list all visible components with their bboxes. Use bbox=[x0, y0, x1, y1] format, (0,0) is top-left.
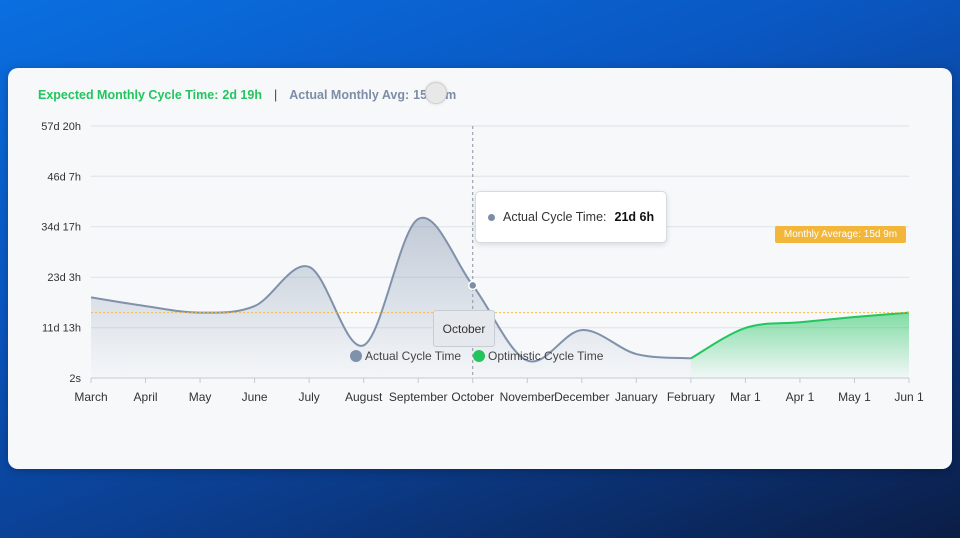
x-tick-label: Mar 1 bbox=[730, 390, 761, 404]
expected-cycle-label: Expected Monthly Cycle Time: bbox=[38, 88, 219, 102]
x-tick-label: September bbox=[389, 390, 448, 404]
summary-separator: | bbox=[273, 88, 278, 102]
legend-swatch-actual bbox=[350, 350, 362, 362]
actual-avg-label: Actual Monthly Avg: bbox=[289, 88, 410, 102]
series-line-optimistic bbox=[690, 311, 910, 360]
tooltip-label: Actual Cycle Time: bbox=[503, 210, 607, 224]
x-tick-label: Apr 1 bbox=[786, 390, 815, 404]
series-area-actual bbox=[91, 217, 691, 378]
x-tick-label: May bbox=[189, 390, 212, 404]
monthly-average-badge: Monthly Average: 15d 9m bbox=[775, 226, 906, 243]
x-tick-label: March bbox=[74, 390, 107, 404]
x-tick-label: January bbox=[615, 390, 658, 404]
series-line-actual bbox=[90, 216, 691, 363]
tooltip-series-dot bbox=[488, 213, 495, 221]
y-tick-label: 23d 3h bbox=[47, 272, 81, 284]
chart-card: Expected Monthly Cycle Time: 2d 19h | Ac… bbox=[8, 68, 952, 469]
x-tick-label: October bbox=[451, 390, 494, 404]
tooltip-value: 21d 6h bbox=[614, 210, 655, 224]
x-tick-label: July bbox=[298, 390, 319, 404]
legend-item-optimistic[interactable]: Optimistic Cycle Time bbox=[473, 349, 603, 363]
y-tick-label: 34d 17h bbox=[41, 222, 81, 234]
hover-point bbox=[467, 280, 478, 291]
legend-label-actual: Actual Cycle Time bbox=[365, 349, 462, 363]
chart-tooltip: Actual Cycle Time: 21d 6h bbox=[475, 191, 667, 243]
series-area-optimistic bbox=[690, 312, 909, 378]
x-tick-label: August bbox=[345, 390, 383, 404]
y-tick-label: 57d 20h bbox=[41, 121, 81, 133]
x-tick-label: June bbox=[242, 390, 268, 404]
x-tick-label: Jun 1 bbox=[894, 390, 924, 404]
y-tick-label: 2s bbox=[69, 373, 81, 385]
x-tick-label: May 1 bbox=[838, 390, 871, 404]
x-tick-label: November bbox=[500, 390, 555, 404]
x-tick-label: February bbox=[667, 390, 715, 404]
x-axis-highlight-label: October bbox=[433, 310, 495, 347]
legend-swatch-optimistic bbox=[473, 350, 486, 362]
mouse-cursor-indicator bbox=[425, 82, 447, 104]
chart-legend: Actual Cycle Time Optimistic Cycle Time bbox=[350, 349, 615, 363]
x-tick-label: December bbox=[554, 390, 609, 404]
x-tick-label: April bbox=[134, 390, 158, 404]
legend-label-optimistic: Optimistic Cycle Time bbox=[488, 349, 604, 363]
expected-cycle-value: 2d 19h bbox=[222, 88, 262, 102]
legend-item-actual[interactable]: Actual Cycle Time bbox=[350, 349, 461, 363]
y-tick-label: 11d 13h bbox=[42, 323, 81, 335]
y-tick-label: 46d 7h bbox=[47, 171, 81, 183]
